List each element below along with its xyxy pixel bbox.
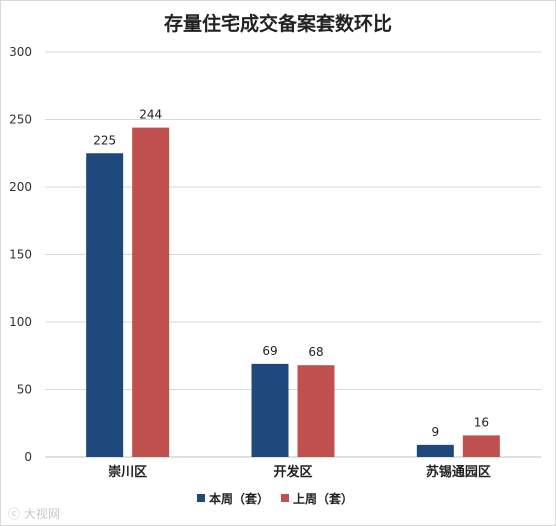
x-tick-label: 崇川区 — [108, 464, 147, 480]
watermark-text: 大视网 — [23, 507, 60, 521]
chart-title: 存量住宅成交备案套数环比 — [163, 13, 392, 35]
y-tick-label: 0 — [24, 450, 32, 464]
bar — [462, 435, 500, 457]
watermark-logo-icon: ⓒ — [8, 507, 21, 521]
y-tick-label: 250 — [9, 113, 32, 127]
y-tick-label: 100 — [9, 315, 32, 329]
bar — [132, 127, 170, 457]
legend-swatch — [281, 494, 289, 502]
data-label: 16 — [474, 415, 489, 429]
legend-swatch — [197, 494, 205, 502]
bar — [251, 363, 289, 457]
bar — [86, 153, 124, 457]
y-tick-label: 200 — [9, 180, 32, 194]
y-tick-label: 300 — [9, 45, 32, 59]
data-label: 225 — [93, 133, 116, 147]
data-label: 69 — [262, 344, 277, 358]
data-label: 68 — [308, 345, 323, 359]
legend-label: 上周（套） — [293, 491, 353, 506]
data-label: 9 — [432, 425, 440, 439]
legend-label: 本周（套） — [209, 491, 269, 506]
x-tick-label: 苏锡通园区 — [426, 464, 491, 480]
y-tick-label: 150 — [9, 248, 32, 262]
bar — [297, 365, 335, 457]
y-tick-label: 50 — [17, 383, 32, 397]
data-label: 244 — [139, 108, 162, 122]
bar — [416, 444, 454, 457]
x-tick-label: 开发区 — [273, 464, 312, 480]
watermark: ⓒ 大视网 — [8, 505, 60, 522]
